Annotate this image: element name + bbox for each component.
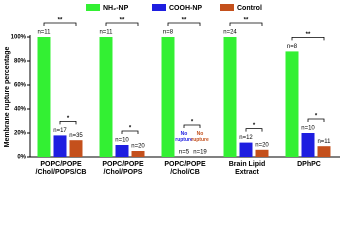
sig-label: * (67, 116, 70, 122)
n-label: n=8 (287, 44, 298, 50)
sig-label: * (129, 126, 132, 132)
x-tick-label: POPC/POPE /Chol/POPS/CB (35, 161, 87, 176)
n-label: n=10 (115, 138, 129, 144)
sig-bracket (291, 37, 325, 41)
bar (223, 37, 237, 157)
legend-swatch (220, 4, 234, 11)
n-label: n=19 (193, 150, 207, 156)
sig-bracket (245, 128, 263, 132)
legend-swatch (86, 4, 100, 11)
sig-label: ** (244, 18, 249, 24)
legend-label: NH₂-NP (103, 5, 129, 12)
no-rupture-note: No rupture (175, 131, 193, 143)
sig-bracket (307, 118, 325, 122)
sig-bracket (43, 22, 77, 26)
bar (285, 51, 299, 157)
y-tick-label: 20% (14, 131, 27, 137)
no-rupture-note: No rupture (191, 131, 209, 143)
x-tick-label: DPhPC (297, 161, 321, 168)
n-label: n=20 (255, 142, 269, 148)
bar (115, 145, 129, 157)
n-label: n=8 (163, 30, 174, 36)
n-label: n=11 (37, 30, 51, 36)
sig-bracket (59, 121, 77, 125)
n-label: n=12 (239, 135, 253, 141)
legend-label: COOH-NP (169, 5, 202, 12)
y-axis-label: Membrane rupture percentage (4, 47, 11, 148)
y-tick-label: 80% (14, 59, 27, 65)
n-label: n=20 (131, 144, 145, 150)
sig-label: * (315, 114, 318, 120)
n-label: n=24 (223, 30, 237, 36)
y-tick-label: 100% (11, 35, 27, 41)
sig-label: ** (120, 18, 125, 24)
bar (255, 149, 269, 157)
x-tick-label: Brain Lipid Extract (228, 161, 266, 176)
bar (53, 135, 67, 157)
chart-svg: Membrane rupture percentage 0% 20% 40% 60% 8… (4, 4, 340, 161)
bar (317, 146, 331, 157)
sig-bracket (229, 22, 263, 26)
bar (239, 142, 253, 157)
n-label: n=17 (53, 128, 67, 134)
bar (131, 151, 145, 157)
y-tick-label: 0% (17, 155, 26, 161)
sig-bracket (167, 22, 201, 26)
n-label: n=5 (179, 150, 190, 156)
x-tick-label: POPC/POPE /Chol/POPS (102, 161, 144, 176)
x-tick-label: POPC/POPE /Chol/CB (164, 161, 206, 176)
n-label: n=10 (301, 126, 315, 132)
bar (37, 37, 51, 157)
n-label: n=11 (99, 30, 113, 36)
n-label: n=11 (317, 139, 331, 145)
sig-label: * (191, 120, 194, 126)
bar (301, 133, 315, 157)
y-tick-label: 40% (14, 107, 27, 113)
sig-bracket (183, 124, 201, 128)
n-label: n=35 (69, 133, 83, 139)
legend-swatch (152, 4, 166, 11)
bar (161, 37, 175, 157)
bar (99, 37, 113, 157)
legend-label: Control (237, 5, 262, 12)
chart: Membrane rupture percentage 0% 20% 40% 60% 8… (3, 4, 340, 176)
sig-bracket (121, 130, 139, 134)
sig-label: ** (58, 18, 63, 24)
sig-label: * (253, 123, 256, 129)
sig-bracket (105, 22, 139, 26)
sig-label: ** (306, 32, 311, 38)
sig-label: ** (182, 18, 187, 24)
bar (69, 140, 83, 157)
y-tick-label: 60% (14, 83, 27, 89)
